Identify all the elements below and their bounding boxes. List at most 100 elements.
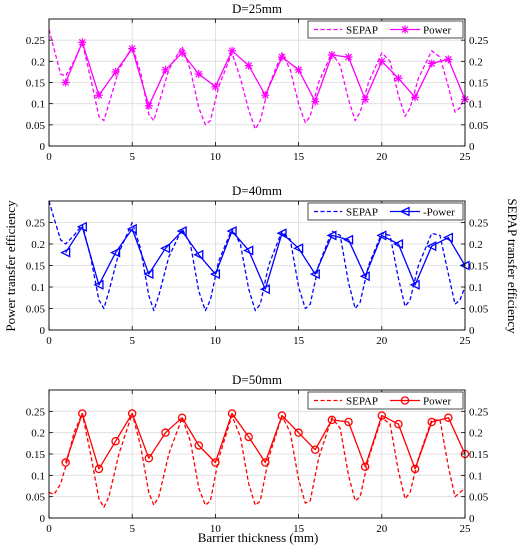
subplot-group: 0 5 10 15 20 250 00.05 0.050.1 0.10.15 0.150.2 0.2… [26,1,489,535]
data-point-marker [226,226,237,237]
data-point-marker [61,458,70,467]
y-tick-label: 0.2 [31,56,45,68]
series-line-sepap [48,412,466,508]
data-point-marker [294,65,303,74]
data-point-marker [360,462,370,472]
data-point-marker [392,238,404,250]
x-tick-label: 10 [210,523,222,535]
data-point-marker [261,458,270,467]
x-tick-label: 5 [129,151,135,163]
data-point-marker [444,55,453,64]
legend: SEPAP -Power [307,202,464,221]
data-point-marker [161,65,170,74]
y-tick-label: 0.1 [31,99,45,111]
legend-label-sepap: SEPAP [346,207,378,219]
y-tick-label: 0.15 [26,78,46,90]
data-point-marker [326,230,337,241]
y-tick-label: 0.05 [26,304,46,316]
data-point-marker [176,226,187,237]
y-tick-label-right: 0 [469,325,475,337]
x-tick-label: 10 [210,151,222,163]
series-line-sepap [48,200,466,312]
y-tick-label: 0.05 [26,120,46,132]
y-tick-label: 0.1 [31,282,45,294]
data-point-marker [309,269,320,280]
data-point-marker [111,436,120,446]
data-point-marker [161,428,170,437]
data-point-marker [111,67,120,76]
data-point-marker [76,221,87,232]
data-point-marker [311,97,320,106]
data-point-marker [277,411,287,420]
y-tick-label-right: 0.2 [469,428,483,440]
y-tick-label: 0.15 [26,261,46,273]
x-tick-label: 15 [293,523,305,535]
data-point-marker [427,59,436,68]
legend-label-power: -Power [423,207,455,219]
data-point-marker [442,232,454,243]
data-point-marker [276,228,287,239]
data-point-marker [327,50,336,59]
series-line-sepap [48,29,466,130]
series-line-power [65,226,466,290]
data-point-marker [409,279,420,290]
data-point-marker [178,48,187,57]
data-point-marker [359,271,370,282]
y-tick-label: 0.2 [31,428,45,440]
legend-label-sepap: SEPAP [346,396,378,408]
data-point-marker [126,223,137,235]
y-tick-label: 0.25 [26,218,46,230]
subplot-title: D=40mm [232,183,282,198]
y-tick-label: 0.15 [26,449,46,461]
data-point-marker [227,409,237,418]
y-tick-label: 0.1 [31,470,45,482]
data-point-marker [426,241,437,252]
data-point-marker [93,279,104,290]
x-tick-label: 0 [46,151,52,163]
data-point-marker [94,464,104,474]
y-tick-label: 0 [40,325,46,337]
data-point-marker [209,269,221,280]
data-point-marker [344,53,353,62]
data-point-marker [377,57,386,66]
data-point-marker [394,74,403,83]
y-tick-label-right: 0.2 [469,239,483,251]
data-point-marker [160,243,171,254]
y-tick-label-right: 0.15 [469,78,489,90]
data-point-marker [259,284,270,295]
data-point-marker [194,70,203,79]
y-tick-label-right: 0 [469,513,475,525]
data-point-marker [211,458,220,467]
data-point-marker [60,247,71,258]
data-point-marker [361,95,370,104]
series-line-power [64,412,466,470]
x-tick-label: 0 [46,523,52,535]
data-point-marker [444,413,453,422]
x-tick-label: 5 [129,523,135,535]
y-tick-label: 0 [40,141,46,153]
x-tick-label: 15 [293,335,305,347]
data-point-marker [277,53,286,62]
y-tick-label-right: 0.1 [469,282,483,294]
legend-label-power: Power [423,25,451,37]
y-tick-label: 0 [40,513,46,525]
data-point-marker [243,245,254,256]
y-tick-label-right: 0.05 [469,492,489,504]
data-point-marker [410,464,420,474]
data-point-marker [244,432,253,442]
data-point-marker [61,78,70,87]
y-tick-label-right: 0.1 [469,99,483,111]
data-point-marker [144,101,153,110]
x-tick-label: 20 [376,335,388,347]
data-point-marker [193,249,204,260]
y-tick-label-right: 0.25 [469,406,489,418]
data-point-marker [293,243,304,254]
data-point-marker [211,82,220,91]
subplot-2: 0 5 10 15 20 250 00.05 0.050.1 0.10.15 0.150.2 0.2… [26,183,489,347]
legend: SEPAP Power [307,20,464,39]
data-point-marker [343,234,354,245]
x-tick-label: 5 [129,335,135,347]
x-tick-label: 20 [376,151,388,163]
data-point-marker [244,61,253,70]
